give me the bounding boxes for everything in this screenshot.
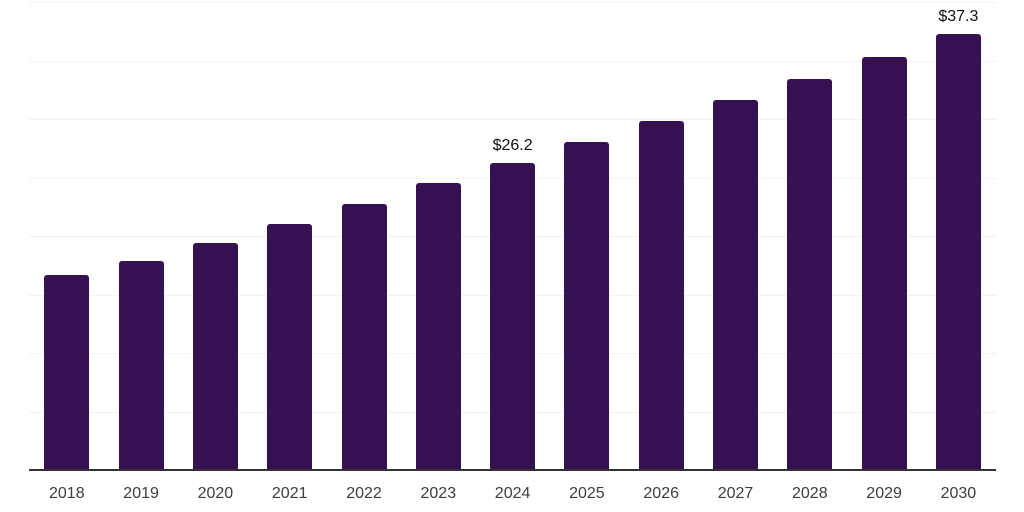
bar-2019	[118, 260, 164, 470]
bar-2023	[415, 183, 461, 470]
y-gridline	[29, 119, 996, 120]
x-tick-2022: 2022	[346, 485, 382, 502]
bar-2030	[935, 33, 981, 470]
x-axis-line	[29, 469, 996, 471]
bar-2028	[787, 79, 833, 470]
x-tick-2018: 2018	[49, 485, 85, 502]
bar-2027	[713, 100, 758, 470]
x-tick-2030: 2030	[940, 485, 977, 502]
x-tick-2021: 2021	[271, 485, 308, 502]
x-tick-2020: 2020	[197, 485, 234, 502]
bar-2021	[267, 224, 313, 470]
value-label-2024: $26.2	[492, 137, 533, 155]
y-gridline	[29, 60, 996, 62]
bar-2020	[192, 243, 238, 470]
x-tick-2023: 2023	[420, 485, 457, 502]
x-tick-2024: 2024	[494, 485, 531, 502]
x-tick-2019: 2019	[123, 485, 159, 502]
bar-2022	[341, 204, 387, 470]
x-tick-2027: 2027	[717, 485, 754, 502]
bar-2025	[564, 142, 610, 470]
x-tick-2026: 2026	[643, 485, 679, 502]
bar-2029	[861, 56, 907, 470]
y-gridline	[29, 2, 996, 3]
bar-2026	[638, 121, 684, 470]
x-tick-2029: 2029	[866, 485, 902, 502]
bar-2018	[44, 274, 90, 470]
x-tick-2028: 2028	[792, 485, 828, 502]
x-tick-2025: 2025	[569, 485, 605, 502]
bar-2024	[490, 163, 536, 470]
value-label-2030: $37.3	[938, 7, 979, 25]
